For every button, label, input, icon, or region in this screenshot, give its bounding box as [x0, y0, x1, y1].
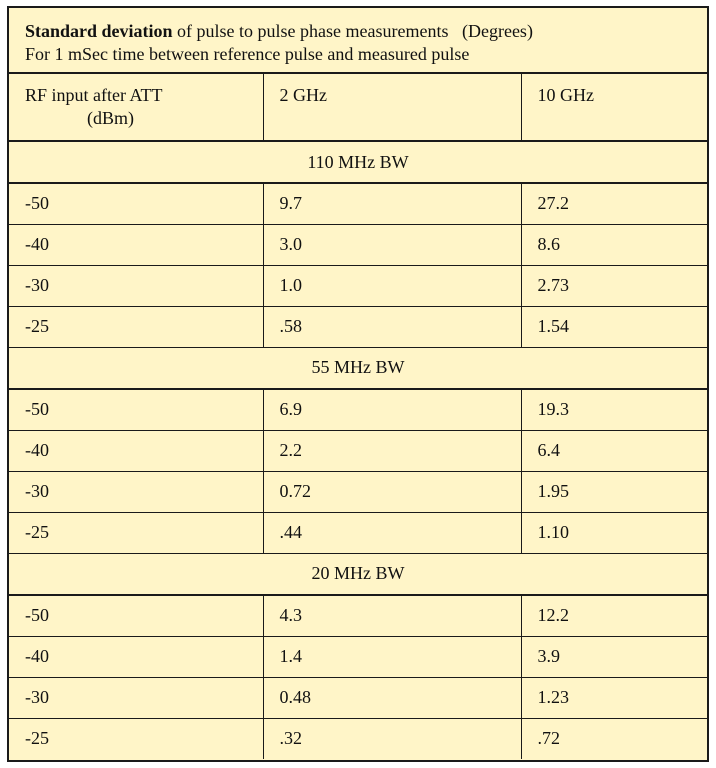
- cell-2ghz: 9.7: [263, 183, 522, 225]
- cell-10ghz: 27.2: [521, 183, 707, 225]
- header-2ghz: 2 GHz: [263, 74, 522, 142]
- cell-rf-input: -30: [9, 471, 264, 513]
- header-rf-input: RF input after ATT (dBm): [9, 74, 264, 142]
- cell-2ghz: 0.48: [263, 677, 522, 719]
- section-row: 20 MHz BW: [9, 552, 707, 596]
- cell-2ghz: 1.0: [263, 265, 522, 307]
- cell-rf-input: -40: [9, 636, 264, 678]
- table-row: -30 1.0 2.73: [9, 265, 707, 307]
- cell-10ghz: 12.2: [521, 595, 707, 637]
- cell-10ghz: 3.9: [521, 636, 707, 678]
- table-row: -25 .32 .72: [9, 718, 707, 759]
- cell-2ghz: 3.0: [263, 224, 522, 266]
- cell-10ghz: 8.6: [521, 224, 707, 266]
- cell-rf-input: -40: [9, 224, 264, 266]
- cell-rf-input: -30: [9, 265, 264, 307]
- table-row: -25 .58 1.54: [9, 306, 707, 348]
- table-row: -50 4.3 12.2: [9, 595, 707, 637]
- section-label: 55 MHz BW: [9, 346, 707, 390]
- cell-rf-input: -50: [9, 389, 264, 431]
- cell-rf-input: -40: [9, 430, 264, 472]
- table-row: -40 1.4 3.9: [9, 636, 707, 678]
- measurement-table: RF input after ATT (dBm) 2 GHz 10 GHz 11…: [9, 74, 707, 759]
- section-label: 20 MHz BW: [9, 552, 707, 596]
- table-title: Standard deviation of pulse to pulse pha…: [9, 8, 707, 74]
- cell-10ghz: 19.3: [521, 389, 707, 431]
- cell-rf-input: -25: [9, 306, 264, 348]
- table-row: -25 .44 1.10: [9, 512, 707, 554]
- cell-2ghz: 4.3: [263, 595, 522, 637]
- cell-10ghz: 1.95: [521, 471, 707, 513]
- header-rf-input-unit: (dBm): [87, 108, 134, 128]
- cell-10ghz: 6.4: [521, 430, 707, 472]
- cell-rf-input: -50: [9, 595, 264, 637]
- cell-2ghz: 1.4: [263, 636, 522, 678]
- section-label: 110 MHz BW: [9, 140, 707, 184]
- cell-10ghz: 1.10: [521, 512, 707, 554]
- table-row: -40 2.2 6.4: [9, 430, 707, 472]
- cell-2ghz: .58: [263, 306, 522, 348]
- table-row: -40 3.0 8.6: [9, 224, 707, 266]
- title-bold: Standard deviation: [25, 21, 173, 41]
- section-row: 55 MHz BW: [9, 346, 707, 390]
- table-row: -30 0.72 1.95: [9, 471, 707, 513]
- cell-10ghz: .72: [537, 728, 561, 749]
- cell-2ghz: .32: [263, 718, 522, 759]
- table-row: -50 6.9 19.3: [9, 389, 707, 431]
- cell-2ghz: 6.9: [263, 389, 522, 431]
- table-row: -50 9.7 27.2: [9, 183, 707, 225]
- cell-2ghz: 2.2: [263, 430, 522, 472]
- cell-10ghz: 2.73: [521, 265, 707, 307]
- section-row: 110 MHz BW: [9, 140, 707, 184]
- cell-2ghz: .44: [263, 512, 522, 554]
- cell-10ghz: 1.23: [521, 677, 707, 719]
- cell-rf-input: -25: [9, 512, 264, 554]
- header-10ghz: 10 GHz: [521, 74, 707, 142]
- title-line2: For 1 mSec time between reference pulse …: [25, 44, 470, 64]
- cell-2ghz: 0.72: [263, 471, 522, 513]
- data-table-frame: Standard deviation of pulse to pulse pha…: [7, 6, 709, 762]
- cell-10ghz: 1.54: [521, 306, 707, 348]
- title-rest: of pulse to pulse phase measurements (De…: [172, 21, 533, 41]
- cell-rf-input: -25: [9, 718, 264, 759]
- table-row: -30 0.48 1.23: [9, 677, 707, 719]
- header-rf-input-line1: RF input after ATT: [25, 85, 163, 105]
- cell-rf-input: -50: [9, 183, 264, 225]
- header-row: RF input after ATT (dBm) 2 GHz 10 GHz: [9, 74, 707, 142]
- cell-rf-input: -30: [9, 677, 264, 719]
